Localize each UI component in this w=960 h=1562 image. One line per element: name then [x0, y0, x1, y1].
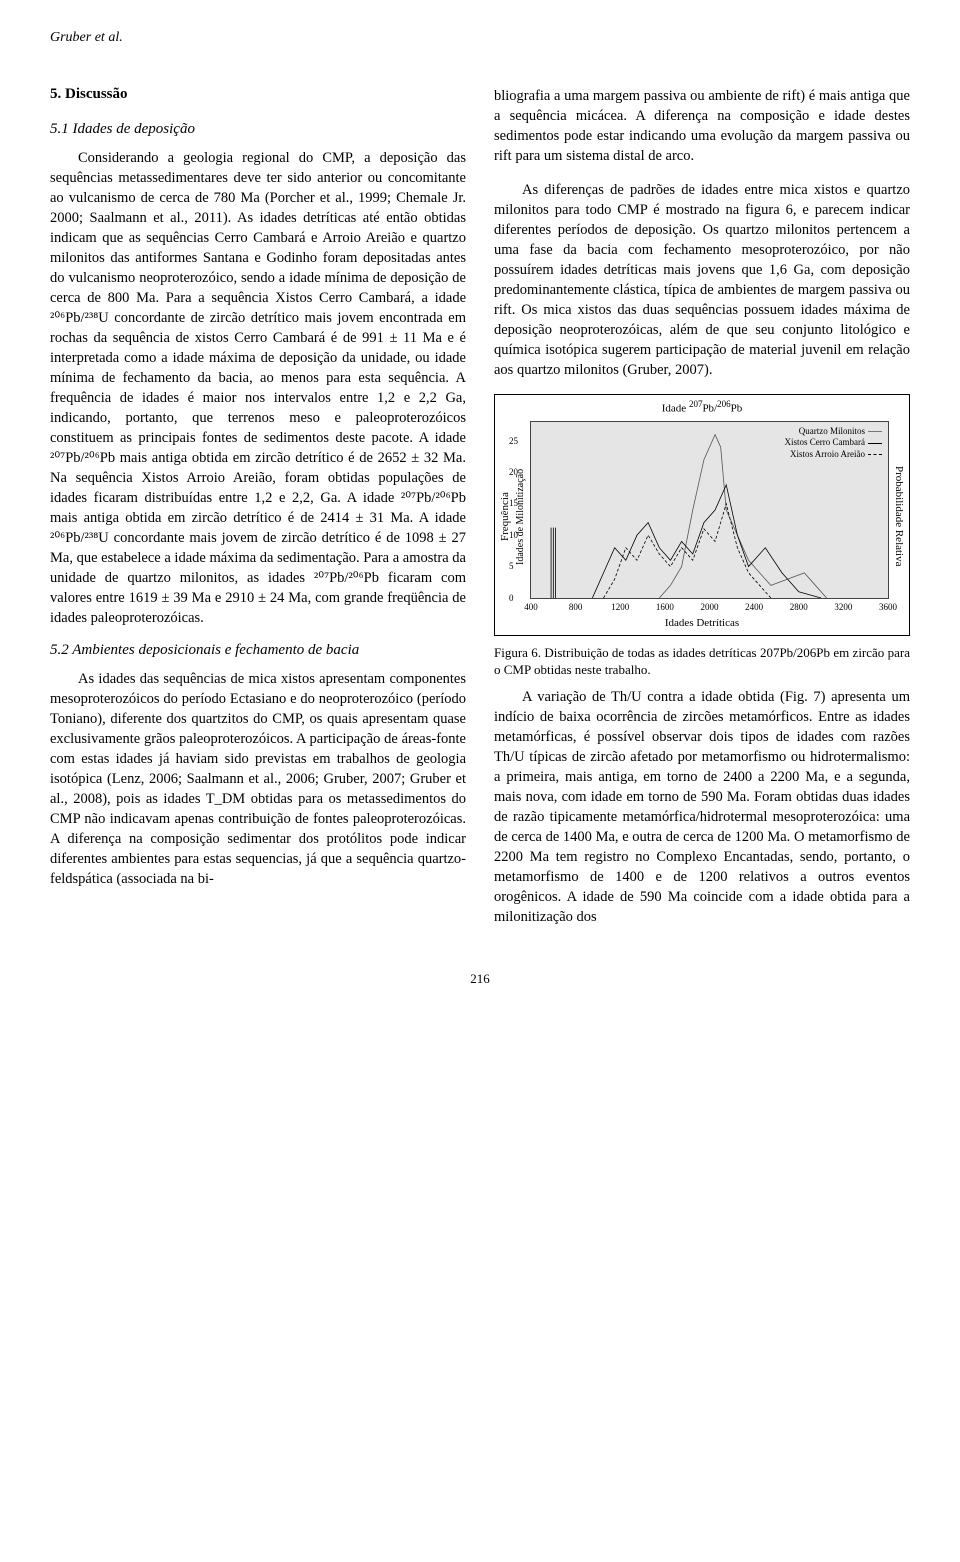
- left-column: 5. Discussão 5.1 Idades de deposição Con…: [50, 86, 466, 941]
- y-axis-label-right: Probabilidade Relativa: [891, 417, 907, 617]
- chart-title-sup2: 206: [717, 399, 731, 409]
- x-tick: 2800: [790, 602, 808, 612]
- y-tick: 15: [509, 498, 518, 508]
- running-header: Gruber et al.: [50, 30, 910, 46]
- page-number: 216: [50, 971, 910, 987]
- chart-title: Idade 207Pb/206Pb: [497, 397, 907, 417]
- x-tick: 2000: [701, 602, 719, 612]
- legend-swatch-xcc: [868, 443, 882, 444]
- y-tick: 10: [509, 530, 518, 540]
- legend-swatch-xaa: [868, 454, 882, 455]
- paragraph-5-2: As idades das sequências de mica xistos …: [50, 669, 466, 889]
- paragraph-right-3: A variação de Th/U contra a idade obtida…: [494, 687, 910, 927]
- chart-body: Frequência Idades de Milonitização Quart…: [497, 417, 907, 617]
- legend-label-qm: Quartzo Milonitos: [799, 426, 865, 438]
- x-tick: 400: [524, 602, 538, 612]
- subsection-5-1-title: 5.1 Idades de deposição: [50, 121, 466, 138]
- x-axis-label: Idades Detríticas: [497, 617, 907, 633]
- paragraph-right-2: As diferenças de padrões de idades entre…: [494, 180, 910, 380]
- x-tick: 1600: [656, 602, 674, 612]
- y-tick: 20: [509, 467, 518, 477]
- legend-item-xaa: Xistos Arroio Areião: [785, 449, 882, 461]
- y-tick: 25: [509, 436, 518, 446]
- paragraph-right-1: bliografia a uma margem passiva ou ambie…: [494, 86, 910, 166]
- legend-label-xaa: Xistos Arroio Areião: [790, 449, 865, 461]
- figure-6-chart: Idade 207Pb/206Pb Frequência Idades de M…: [494, 394, 910, 636]
- legend-item-xcc: Xistos Cerro Cambará: [785, 437, 882, 449]
- legend-swatch-qm: [868, 431, 882, 432]
- y-axis-label-left2: Idades de Milonitização: [513, 417, 528, 617]
- section-5-title: 5. Discussão: [50, 86, 466, 103]
- right-column: bliografia a uma margem passiva ou ambie…: [494, 86, 910, 941]
- plot-area: Quartzo Milonitos Xistos Cerro Cambará X…: [530, 421, 889, 599]
- two-column-layout: 5. Discussão 5.1 Idades de deposição Con…: [50, 86, 910, 941]
- chart-title-suffix: Pb: [731, 403, 743, 415]
- legend-item-qm: Quartzo Milonitos: [785, 426, 882, 438]
- y-tick: 0: [509, 593, 514, 603]
- chart-title-prefix: Idade: [662, 403, 689, 415]
- x-tick: 1200: [611, 602, 629, 612]
- x-tick: 3200: [834, 602, 852, 612]
- legend: Quartzo Milonitos Xistos Cerro Cambará X…: [785, 426, 882, 461]
- figure-6: Idade 207Pb/206Pb Frequência Idades de M…: [494, 394, 910, 679]
- y-tick: 5: [509, 561, 514, 571]
- figure-6-caption: Figura 6. Distribuição de todas as idade…: [494, 644, 910, 679]
- y-axis-label-left: Frequência: [497, 417, 513, 617]
- x-tick: 800: [569, 602, 583, 612]
- paragraph-5-1: Considerando a geologia regional do CMP,…: [50, 148, 466, 628]
- legend-label-xcc: Xistos Cerro Cambará: [785, 437, 865, 449]
- x-tick: 2400: [745, 602, 763, 612]
- chart-title-mid: Pb/: [702, 403, 717, 415]
- chart-title-sup1: 207: [689, 399, 703, 409]
- subsection-5-2-title: 5.2 Ambientes deposicionais e fechamento…: [50, 642, 466, 659]
- x-tick: 3600: [879, 602, 897, 612]
